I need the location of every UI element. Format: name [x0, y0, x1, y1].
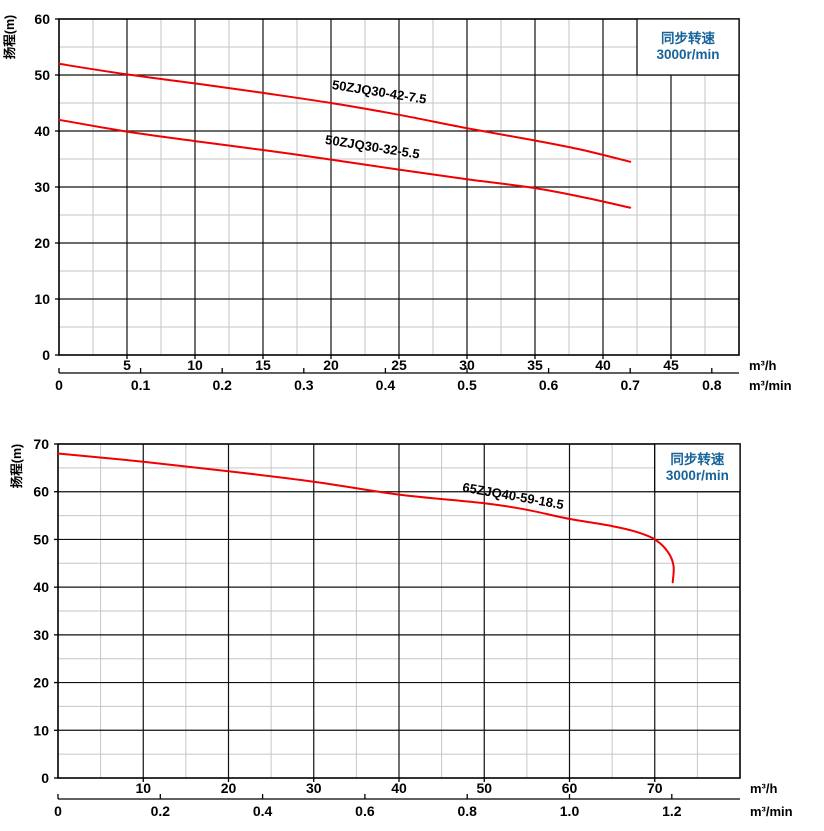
secondary-axis-tick-label: 0.2: [212, 377, 232, 393]
y-axis-title: 扬程(m): [9, 444, 24, 488]
sync-speed-legend-box: [654, 443, 741, 493]
secondary-axis-tick-label: 0.1: [131, 377, 151, 393]
x-axis-tick-label: 25: [391, 357, 407, 373]
y-axis-tick-label: 0: [41, 770, 49, 786]
x-axis-tick-label: 20: [323, 357, 339, 373]
x-axis-tick-label: 40: [595, 357, 611, 373]
y-axis-tick-label: 70: [33, 436, 49, 452]
secondary-axis-tick-label: 1.2: [662, 803, 682, 819]
pump-curve: [58, 62, 632, 163]
y-axis-tick-label: 50: [34, 67, 50, 83]
y-axis-title: 扬程(m): [2, 15, 17, 59]
sync-speed-label: 同步转速: [661, 30, 715, 46]
y-axis-tick-label: 0: [42, 347, 50, 363]
sync-speed-value: 3000r/min: [656, 47, 719, 62]
x-axis-tick-label: 20: [221, 780, 237, 796]
pump-curve: [57, 452, 675, 584]
sync-speed-value: 3000r/min: [666, 468, 729, 483]
x-axis-tick-label: 15: [255, 357, 271, 373]
y-axis-tick-label: 10: [34, 291, 50, 307]
secondary-x-axis: [57, 794, 740, 800]
axis-ticks: [54, 443, 656, 782]
secondary-axis-tick-label: 0.4: [253, 803, 273, 819]
secondary-axis-tick-label: 0.3: [294, 377, 314, 393]
x-axis-unit-secondary: m³/min: [749, 378, 792, 393]
secondary-axis-tick-label: 0.7: [620, 377, 640, 393]
secondary-axis-tick-label: 0: [55, 377, 63, 393]
sync-speed-label: 同步转速: [670, 451, 724, 467]
x-axis-unit-secondary: m³/min: [750, 804, 793, 819]
y-axis-tick-label: 30: [33, 627, 49, 643]
x-axis-tick-label: 70: [647, 780, 663, 796]
y-axis-tick-label: 20: [34, 235, 50, 251]
y-axis-tick-label: 60: [34, 11, 50, 27]
secondary-axis-tick-label: 0.8: [702, 377, 722, 393]
secondary-axis-tick-label: 0.5: [457, 377, 477, 393]
x-axis-tick-label: 50: [476, 780, 492, 796]
curve-label: 50ZJQ30-42-7.5: [331, 77, 428, 107]
y-axis-tick-label: 10: [33, 722, 49, 738]
x-axis-tick-label: 45: [663, 357, 679, 373]
y-axis-tick-label: 50: [33, 531, 49, 547]
secondary-x-axis: [58, 368, 739, 374]
pump-curve: [58, 118, 632, 209]
grid-major: [58, 444, 740, 778]
x-axis-tick-label: 60: [562, 780, 578, 796]
secondary-axis-tick-label: 0.4: [376, 377, 396, 393]
secondary-axis-tick-label: 0.8: [457, 803, 477, 819]
y-axis-tick-label: 60: [33, 484, 49, 500]
y-axis-tick-label: 20: [33, 675, 49, 691]
secondary-axis-tick-label: 0: [54, 803, 62, 819]
y-axis-tick-label: 30: [34, 179, 50, 195]
x-axis-tick-label: 35: [527, 357, 543, 373]
axis-ticks: [55, 18, 672, 359]
x-axis-unit-primary: m³/h: [750, 781, 778, 796]
x-axis-tick-label: 5: [123, 357, 131, 373]
grid-major: [59, 19, 739, 355]
x-axis-tick-label: 30: [459, 357, 475, 373]
y-axis-tick-label: 40: [34, 123, 50, 139]
sync-speed-legend-box: [636, 18, 740, 76]
pump-chart-svg-bottom: 65ZJQ40-59-18.5同步转速3000r/min010203040506…: [9, 436, 793, 819]
x-axis-tick-label: 30: [306, 780, 322, 796]
pump-chart-svg-top: 50ZJQ30-42-7.5 50ZJQ30-32-5.5 同步转速3000r/mi…: [2, 11, 792, 393]
secondary-axis-tick-label: 1.0: [560, 803, 580, 819]
x-axis-tick-label: 40: [391, 780, 407, 796]
curve-label: 50ZJQ30-32-5.5: [324, 132, 421, 162]
y-axis-tick-label: 40: [33, 579, 49, 595]
secondary-axis-tick-label: 0.6: [355, 803, 375, 819]
x-axis-tick-label: 10: [135, 780, 151, 796]
pump-curve-chart-top: 50ZJQ30-42-7.5 50ZJQ30-32-5.5 同步转速 3000r/mi…: [2, 11, 792, 393]
pump-curve-chart-bottom: 65ZJQ40-59-18.5 同步转速 3000r/min 0 10 20 30 40 50 6…: [0, 420, 824, 831]
secondary-axis-tick-label: 0.2: [151, 803, 171, 819]
x-axis-tick-label: 10: [187, 357, 203, 373]
x-axis-unit-primary: m³/h: [749, 358, 777, 373]
secondary-axis-tick-label: 0.6: [539, 377, 559, 393]
